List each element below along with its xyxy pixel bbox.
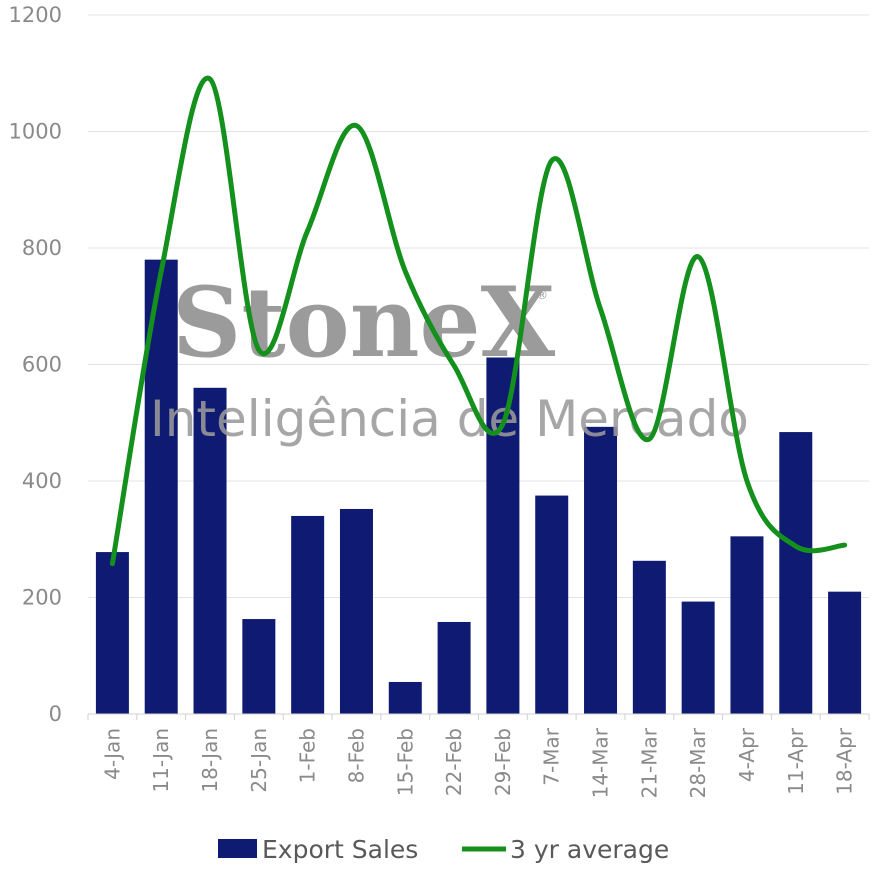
- bar-21-Mar: [632, 560, 666, 714]
- legend-label-export-sales: Export Sales: [262, 835, 418, 864]
- bar-28-Mar: [681, 601, 715, 714]
- y-tick-label: 1200: [9, 3, 62, 27]
- line-series-3yr-average: [109, 75, 848, 567]
- stonex-watermark: StoneX ® Inteligência de Mercado: [150, 266, 749, 448]
- bar-25-Jan: [242, 619, 276, 714]
- bar-7-Mar: [535, 495, 569, 714]
- watermark-registered-mark: ®: [536, 288, 548, 302]
- x-axis-ticks: 4-Jan 11-Jan 18-Jan 25-Jan 1-Feb 8-Feb 15-Feb 2…: [87, 714, 870, 798]
- bar-4-Jan: [95, 552, 129, 714]
- y-tick-label: 400: [22, 469, 62, 493]
- legend-label-3yr-average: 3 yr average: [510, 835, 669, 864]
- bar-18-Jan: [193, 387, 227, 714]
- x-tick-label: 4-Jan: [100, 728, 124, 780]
- y-tick-label: 0: [49, 702, 62, 726]
- legend-swatch-export-sales: [218, 839, 257, 858]
- y-tick-label: 1000: [9, 120, 62, 144]
- bar-8-Feb: [339, 508, 373, 714]
- x-tick-label: 15-Feb: [393, 728, 417, 796]
- bar-22-Feb: [437, 621, 471, 714]
- x-tick-label: 29-Feb: [491, 728, 515, 796]
- bar-18-Apr: [828, 591, 862, 714]
- bar-4-Apr: [730, 536, 764, 714]
- x-tick-label: 18-Apr: [833, 727, 857, 795]
- x-tick-label: 21-Mar: [637, 727, 661, 798]
- x-tick-label: 22-Feb: [442, 728, 466, 796]
- x-tick-label: 18-Jan: [198, 728, 222, 793]
- y-tick-label: 600: [22, 353, 62, 377]
- x-tick-label: 8-Feb: [344, 728, 368, 783]
- bar-14-Mar: [584, 426, 618, 714]
- watermark-brand: StoneX: [172, 266, 556, 379]
- x-tick-label: 7-Mar: [540, 727, 564, 785]
- x-tick-label: 11-Apr: [784, 727, 808, 795]
- x-tick-label: 4-Apr: [735, 727, 759, 782]
- x-tick-label: 28-Mar: [686, 727, 710, 798]
- legend: Export Sales 3 yr average: [218, 835, 669, 864]
- bar-series: [95, 259, 862, 714]
- bar-11-Apr: [779, 432, 813, 714]
- y-tick-label: 200: [22, 586, 62, 610]
- y-tick-label: 800: [22, 236, 62, 260]
- x-tick-label: 14-Mar: [589, 727, 613, 798]
- x-tick-label: 11-Jan: [149, 728, 173, 793]
- bar-15-Feb: [388, 681, 422, 714]
- x-tick-label: 1-Feb: [296, 728, 320, 783]
- bar-1-Feb: [291, 515, 325, 714]
- y-axis-ticks: 0 200 400 600 800 1000 1200: [9, 3, 62, 726]
- x-tick-label: 25-Jan: [247, 728, 271, 793]
